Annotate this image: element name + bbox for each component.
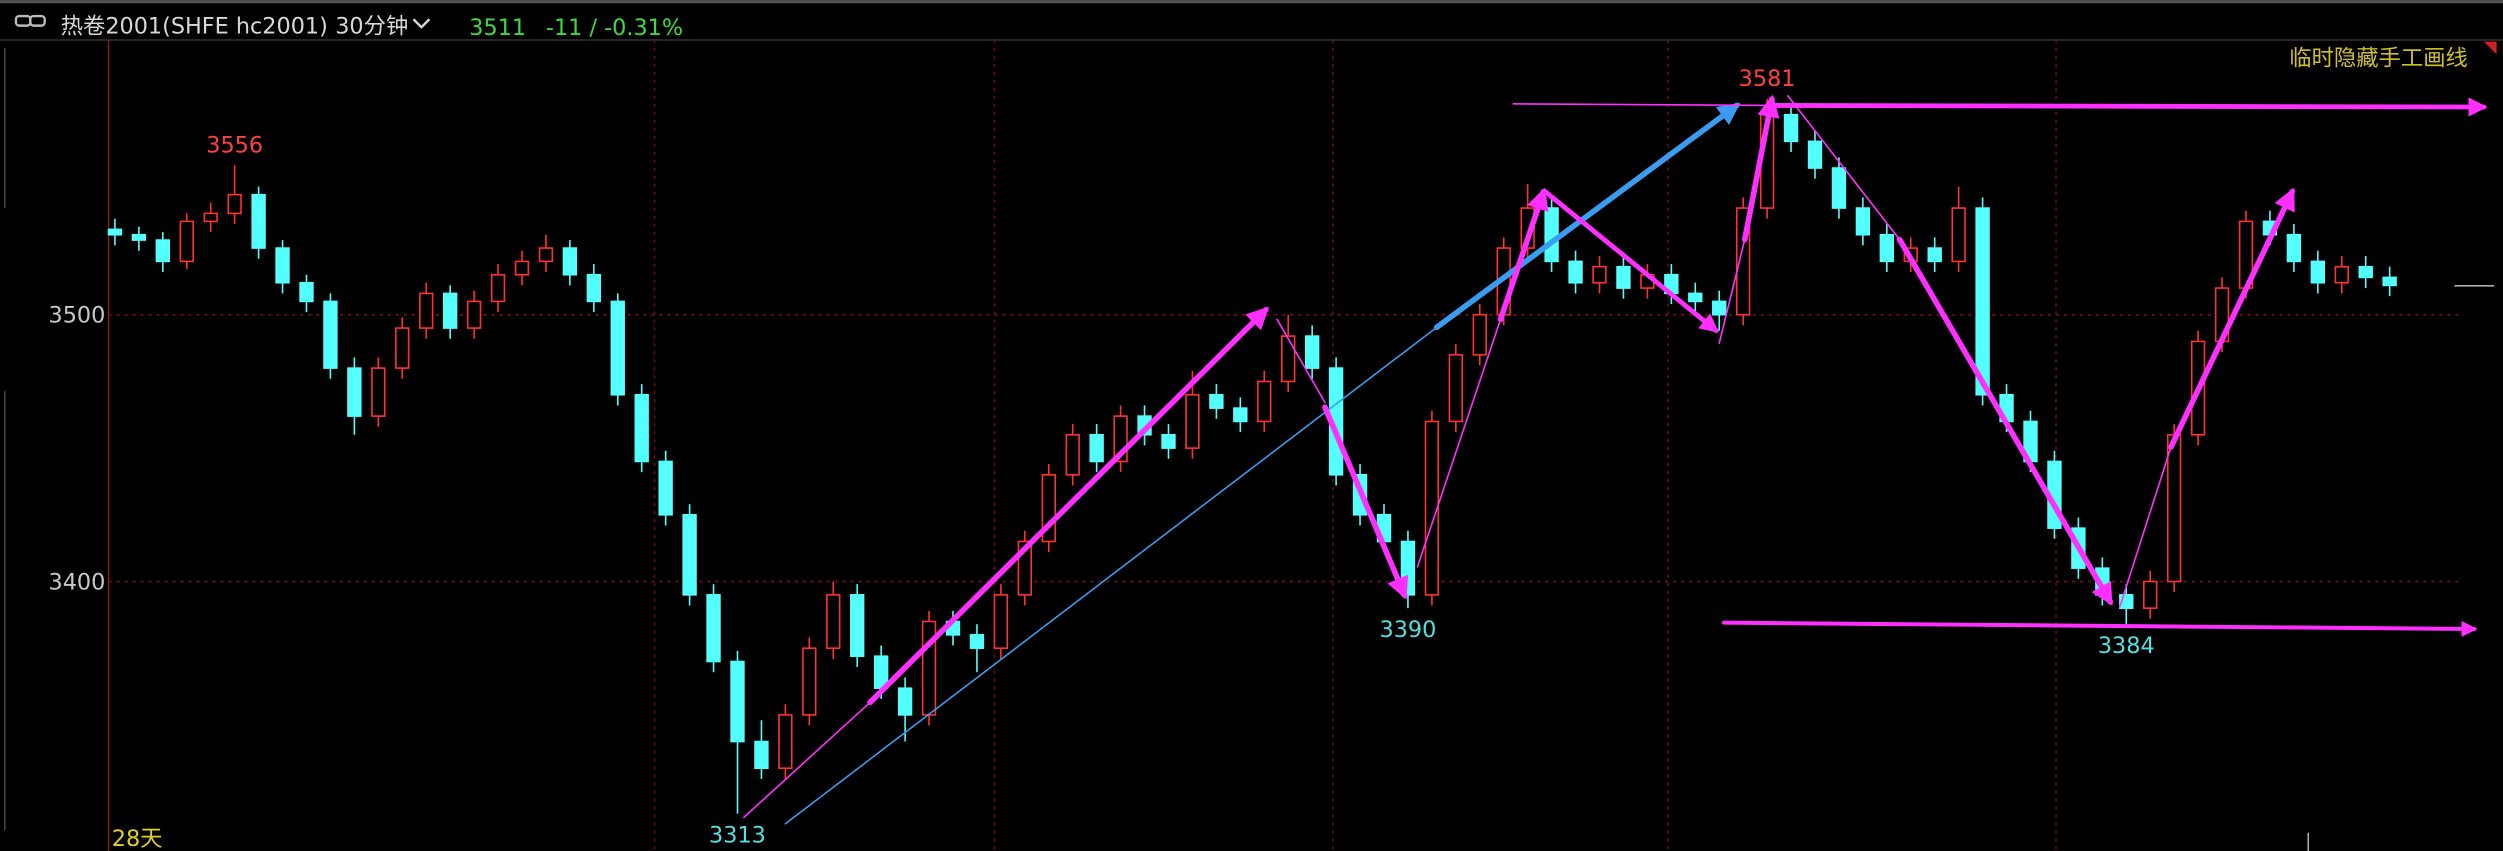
candle-body <box>1424 420 1440 596</box>
span-label: 28天 <box>112 826 163 851</box>
candle-body <box>1783 113 1799 143</box>
candle-body <box>634 393 649 463</box>
candle-body <box>1233 407 1248 423</box>
candle-body <box>1281 335 1296 383</box>
candle-body <box>754 740 769 770</box>
y-tick-label: 3500 <box>49 303 106 329</box>
candle-body <box>1568 260 1583 284</box>
low-label: 3313 <box>709 822 766 848</box>
candle-body <box>658 460 673 516</box>
candle-body <box>131 233 147 241</box>
candle-body <box>1951 207 1966 263</box>
candle-body <box>2286 233 2302 263</box>
candle-body <box>299 281 314 303</box>
candle-body <box>323 300 338 369</box>
candle-body <box>466 300 482 329</box>
candle-body <box>1855 207 1871 236</box>
candle-body <box>419 292 434 329</box>
candle-body <box>1592 265 1607 284</box>
manual-drawings <box>743 94 2495 851</box>
price-change: -11 / -0.31% <box>546 15 683 41</box>
candle-body <box>610 300 625 396</box>
candle-body <box>2358 265 2373 279</box>
candle-body <box>442 292 458 329</box>
candle-body <box>730 660 745 743</box>
candle-body <box>227 193 242 215</box>
candle-body <box>1304 335 1320 369</box>
candle-body <box>850 594 865 657</box>
candle-body <box>395 327 410 369</box>
candle-body <box>107 228 123 236</box>
candle-body <box>2143 580 2158 609</box>
candle-body <box>1257 380 1272 423</box>
last-price: 3511 <box>469 15 526 41</box>
candle-body <box>490 273 506 303</box>
candle-body <box>1975 207 1990 396</box>
candle-body <box>2310 260 2326 284</box>
candle-body <box>1927 247 1942 263</box>
candle-body <box>1831 167 1847 209</box>
candle-body <box>514 260 530 276</box>
candle-body <box>2334 265 2349 284</box>
toggle-drawings[interactable]: 临时隐藏手工画线 <box>2289 46 2468 72</box>
candle-body <box>1209 393 1224 409</box>
candle-body <box>179 220 194 263</box>
period-selector[interactable]: 30分钟 <box>335 14 408 40</box>
candle-body <box>2166 433 2182 583</box>
candle-body <box>1616 265 1631 289</box>
candle-body <box>1448 353 1464 423</box>
candle-body <box>682 514 697 596</box>
candle-body <box>1185 393 1200 449</box>
candle-body <box>275 247 290 284</box>
candle-body <box>586 273 602 303</box>
candle-body <box>155 239 171 263</box>
candle-body <box>1688 292 1703 303</box>
candle-body <box>1712 300 1727 316</box>
candle-body <box>1065 433 1080 476</box>
candle-body <box>538 247 554 263</box>
low-label: 3390 <box>1380 617 1437 643</box>
candle-body <box>969 634 985 649</box>
candle-body <box>371 367 386 417</box>
candle-body <box>1472 313 1487 356</box>
candle-body <box>347 367 362 417</box>
candle-body <box>993 594 1009 649</box>
candle-body <box>802 647 817 716</box>
candle-body <box>203 212 218 223</box>
candle-body <box>251 193 266 249</box>
candle-body <box>562 247 578 276</box>
candle-body <box>778 714 793 770</box>
y-tick-label: 3400 <box>49 569 106 595</box>
high-label: 3581 <box>1739 66 1796 92</box>
candle-body <box>897 687 913 716</box>
candle-body <box>1089 433 1104 463</box>
candle-body <box>1544 207 1559 263</box>
symbol-name: 热卷2001(SHFE hc2001) <box>61 14 328 40</box>
candle-body <box>1807 140 1823 169</box>
symbol-icon <box>14 14 46 27</box>
high-label: 3556 <box>206 133 263 159</box>
candle-body <box>1161 433 1176 449</box>
candle-body <box>1879 233 1895 263</box>
candle-body <box>706 594 721 663</box>
low-label: 3384 <box>2098 633 2155 659</box>
candle-body <box>826 594 841 649</box>
candle-body <box>2382 276 2397 287</box>
period-chevron[interactable] <box>412 18 431 29</box>
